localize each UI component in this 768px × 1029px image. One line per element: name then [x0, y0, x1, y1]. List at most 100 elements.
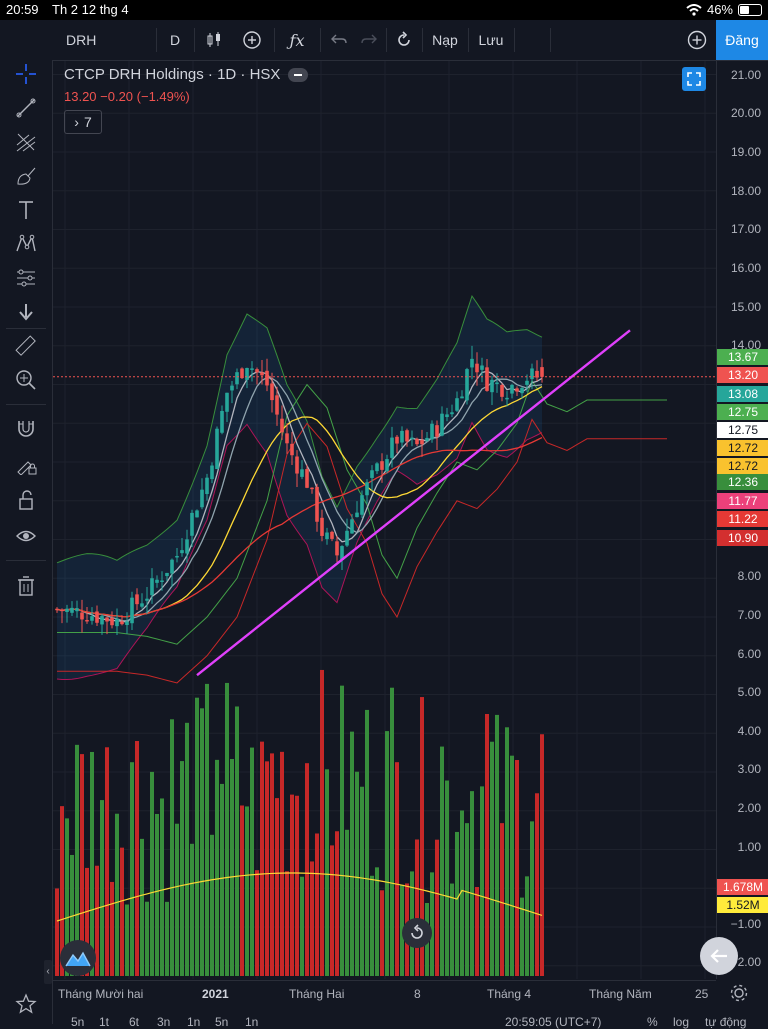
save-layout-button[interactable]: Lưu [470, 20, 512, 60]
candle-body [475, 363, 479, 373]
volume-badge: 1.678M [717, 879, 768, 895]
candle-body [245, 367, 249, 380]
candle-body [140, 603, 144, 607]
unlock-tool[interactable] [10, 486, 42, 514]
trend-line [196, 329, 631, 677]
prediction-tool[interactable] [10, 264, 42, 292]
magnet-tool[interactable] [10, 414, 42, 442]
time-tick: 25 [695, 987, 709, 1001]
candle-body [440, 413, 444, 436]
range-button[interactable]: 6t [129, 1015, 140, 1029]
volume-bar [205, 683, 209, 976]
more-tools[interactable] [10, 298, 42, 326]
arrow-down-icon [19, 304, 33, 321]
scroll-to-realtime-button[interactable] [700, 937, 738, 975]
volume-bar [345, 829, 349, 976]
candle-body [190, 512, 194, 536]
plus-circle-icon [687, 30, 707, 50]
candle-body [480, 365, 484, 370]
range-button[interactable]: 5n [71, 1015, 85, 1029]
pitchfork-tool[interactable] [10, 128, 42, 156]
auto-toggle[interactable]: tự động [705, 1015, 747, 1029]
add-button[interactable] [680, 20, 714, 60]
price-badge: 13.08 [717, 386, 768, 402]
price-badge: 12.72 [717, 458, 768, 474]
hide-legend-button[interactable] [288, 68, 308, 82]
volume-bar [210, 834, 214, 976]
trend-line-tool[interactable] [10, 94, 42, 122]
favorites-tool[interactable] [10, 990, 42, 1018]
load-layout-button[interactable]: Nạp [424, 20, 466, 60]
compare-button[interactable] [234, 20, 270, 60]
collapse-toolbar-handle[interactable]: ‹ [44, 960, 52, 984]
text-tool[interactable] [10, 196, 42, 224]
chart-pane[interactable] [53, 61, 716, 979]
symbol-search-button[interactable]: DRH [52, 20, 156, 60]
price-tick: 19.00 [730, 145, 761, 159]
range-button[interactable]: 1n [187, 1015, 201, 1029]
candle-body [525, 380, 529, 385]
volume-bar [105, 747, 109, 976]
crosshair-tool[interactable] [10, 60, 42, 88]
bollinger-fill [57, 296, 542, 680]
market-button[interactable] [60, 940, 96, 976]
candle-body [120, 621, 124, 625]
axis-settings-button[interactable] [728, 982, 750, 1004]
volume-bar [220, 783, 224, 976]
indicators-button[interactable]: ƒx [278, 20, 316, 60]
zoom-tool[interactable] [10, 366, 42, 394]
candle-body [255, 369, 259, 373]
chevron-right-icon: › [74, 114, 79, 130]
prediction-icon [17, 269, 35, 287]
ma-fast [56, 370, 543, 623]
range-button[interactable]: 1n [245, 1015, 259, 1029]
candle-body [285, 433, 289, 444]
ma-medium [56, 376, 543, 622]
percent-toggle[interactable]: % [647, 1015, 658, 1029]
volume-bar [340, 685, 344, 976]
candle-body [410, 437, 414, 440]
candle-body [335, 541, 339, 556]
redo-button[interactable] [352, 20, 386, 60]
candle-body [130, 597, 134, 624]
ruler-tool[interactable] [10, 332, 42, 360]
signin-button[interactable]: Đăng [716, 20, 768, 60]
undo-button[interactable] [322, 20, 356, 60]
price-badge: 11.22 [717, 511, 768, 527]
remove-drawings-tool[interactable] [10, 572, 42, 600]
clock-label[interactable]: 20:59:05 (UTC+7) [505, 1015, 602, 1029]
pattern-tool[interactable] [10, 230, 42, 258]
price-badge: 12.72 [717, 440, 768, 456]
price-axis[interactable]: 21.00 20.00 19.00 18.00 17.00 16.00 15.00 14.00… [716, 61, 768, 979]
time-axis[interactable]: Tháng Mười hai 2021 Tháng Hai 8 Tháng 4 Tháng… [53, 980, 716, 1007]
volume-bar [80, 754, 84, 976]
reset-chart-button[interactable] [402, 918, 432, 948]
candle-body [215, 428, 219, 470]
price-tick: −2.00 [730, 955, 761, 969]
volume-bar [445, 780, 449, 976]
volume-bar [90, 751, 94, 976]
log-toggle[interactable]: log [673, 1015, 690, 1029]
fullscreen-button[interactable] [682, 67, 706, 91]
chart-type-button[interactable] [196, 20, 232, 60]
reload-button[interactable] [388, 20, 420, 60]
candle-body [470, 358, 474, 368]
volume-bar [375, 867, 379, 976]
volume-bar [365, 709, 369, 976]
brush-tool[interactable] [10, 162, 42, 190]
range-button[interactable]: 3n [157, 1015, 171, 1029]
range-button[interactable]: 1t [99, 1015, 110, 1029]
indicators-toggle[interactable]: › 7 [64, 110, 102, 134]
volume-bar [420, 697, 424, 976]
hide-drawings-tool[interactable] [10, 522, 42, 550]
range-button[interactable]: 5n [215, 1015, 229, 1029]
interval-button[interactable]: D [157, 20, 193, 60]
candle-body [125, 621, 129, 626]
ruler-icon [15, 335, 36, 356]
price-tick: 5.00 [737, 685, 761, 699]
zoom-icon [16, 370, 36, 390]
symbol-label: DRH [66, 32, 97, 48]
price-tick: 8.00 [737, 569, 761, 583]
volume-bar [100, 800, 104, 976]
lock-drawings-tool[interactable] [10, 450, 42, 478]
